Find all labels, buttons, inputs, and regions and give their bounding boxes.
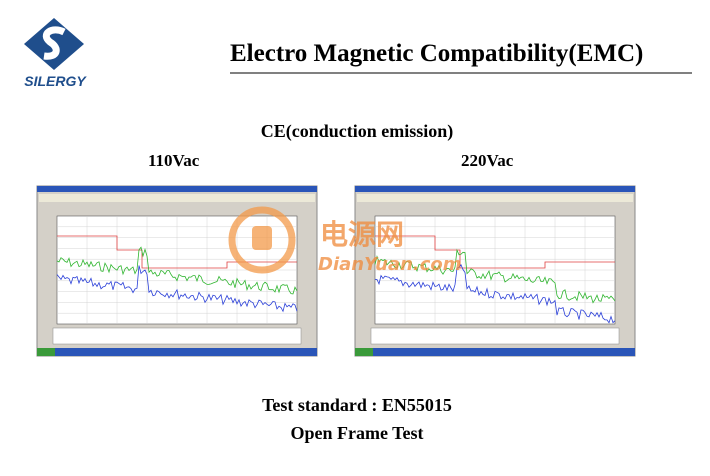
limit-line <box>375 235 615 269</box>
left-label: 110Vac <box>148 151 200 170</box>
start-button <box>355 348 373 356</box>
noise-curve <box>374 264 616 324</box>
noise-curve <box>56 265 298 313</box>
screenshot-toolbar <box>39 194 315 202</box>
watermark: 电源网 DianYuan.com <box>228 206 462 275</box>
watermark-chinese: 电源网 <box>320 218 404 251</box>
info-panel <box>370 327 620 345</box>
screenshot-titlebar <box>355 186 635 192</box>
taskbar <box>355 348 635 356</box>
slide-title: Electro Magnetic Compatibility(EMC) <box>230 40 644 67</box>
limit-line <box>57 235 297 269</box>
noise-curve <box>374 248 616 304</box>
footer-standard: Test standard : EN55015 <box>262 395 452 415</box>
footer-note: Open Frame Test <box>290 423 424 443</box>
screenshot-toolbar <box>357 194 633 202</box>
noise-curve <box>56 246 298 295</box>
start-button <box>37 348 55 356</box>
info-panel <box>52 327 302 345</box>
taskbar <box>37 348 317 356</box>
logo: SILERGY <box>24 18 87 89</box>
section-title: CE(conduction emission) <box>260 121 454 141</box>
logo-text: SILERGY <box>24 73 87 89</box>
screenshot-titlebar <box>37 186 317 192</box>
watermark-site: DianYuan.com <box>318 254 462 275</box>
right-label: 220Vac <box>461 151 514 170</box>
